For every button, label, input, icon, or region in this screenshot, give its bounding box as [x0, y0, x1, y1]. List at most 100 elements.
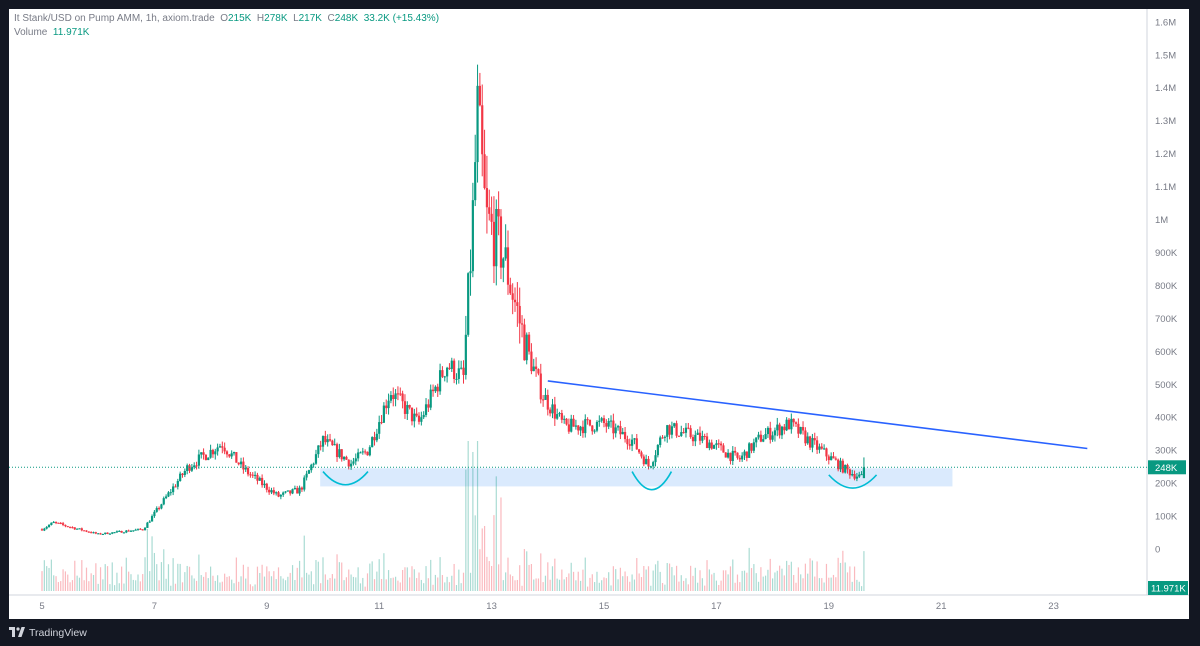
volume-bar: [74, 560, 76, 591]
candle-body: [78, 528, 81, 530]
y-tick-label: 1.2M: [1155, 149, 1176, 160]
y-tick-label: 1.1M: [1155, 182, 1176, 193]
volume-bar: [144, 557, 146, 591]
volume-bar: [113, 585, 116, 591]
volume-bar: [577, 571, 579, 591]
candle-body: [741, 455, 744, 460]
candle-body: [539, 373, 542, 400]
candle-body: [687, 427, 690, 429]
candle-body: [448, 367, 451, 369]
volume-bar: [387, 570, 390, 591]
candle-body: [752, 442, 755, 451]
support-arc[interactable]: [828, 474, 878, 489]
y-tick-label: 100K: [1155, 512, 1178, 523]
volume-bar: [418, 572, 420, 591]
volume-bar: [160, 562, 163, 591]
volume-bar: [355, 577, 357, 591]
candle-body: [90, 532, 93, 534]
candle-body: [338, 449, 341, 458]
volume-bar: [263, 576, 266, 591]
candle-body: [40, 529, 44, 531]
volume-bar: [699, 570, 701, 591]
volume-bar: [774, 572, 776, 591]
legend-symbol[interactable]: It Stank/USD on Pump AMM, 1h, axiom.trad…: [14, 13, 215, 24]
candle-body: [467, 273, 470, 335]
volume-bar: [399, 582, 401, 591]
volume-bar: [69, 582, 71, 591]
volume-bar: [668, 563, 671, 591]
volume-bar: [85, 567, 88, 591]
candle-body: [731, 450, 734, 462]
candle-body: [279, 494, 282, 497]
y-tick-label: 1M: [1155, 215, 1168, 226]
candle-body: [633, 438, 636, 440]
x-tick-label: 9: [264, 601, 269, 612]
volume-bar: [306, 572, 308, 591]
volume-bar: [420, 579, 422, 591]
chart-canvas[interactable]: 0 100K 200K 300K 400K 500K 600K 700K 800K 900K 1M 1…: [9, 9, 1189, 619]
legend-open-value: 215K: [227, 13, 252, 24]
volume-bar: [654, 564, 657, 591]
volume-bar: [198, 554, 200, 591]
volume-bar: [380, 578, 383, 591]
candle-body: [223, 447, 226, 452]
volume-bar: [371, 561, 373, 591]
candle-body: [111, 532, 114, 534]
support-arc[interactable]: [631, 471, 673, 491]
volume-bar: [856, 579, 858, 591]
price-badge-label: 248K: [1155, 463, 1178, 474]
support-arc[interactable]: [322, 471, 369, 486]
volume-bar: [195, 580, 198, 591]
candle-body: [256, 474, 259, 481]
candle-body: [244, 468, 247, 470]
tradingview-brand[interactable]: TradingView: [9, 627, 87, 639]
candle-body: [598, 420, 601, 422]
candle-body: [92, 532, 95, 534]
volume-bar: [277, 567, 280, 591]
volume-bar: [99, 567, 102, 591]
volume-bar: [673, 575, 675, 591]
volume-bar: [111, 562, 113, 591]
legend-h-label: H: [256, 13, 265, 24]
resistance-trendline[interactable]: [547, 380, 1088, 450]
volume-bar: [640, 577, 643, 591]
candle-body: [385, 405, 388, 409]
candle-body: [567, 424, 570, 432]
candle-body: [413, 413, 416, 422]
volume-bar: [158, 580, 160, 591]
volume-bar: [460, 583, 462, 591]
candle-body: [420, 417, 423, 422]
candle-body: [609, 420, 613, 422]
candle-body: [722, 445, 725, 453]
legend-volume-label[interactable]: Volume: [14, 27, 48, 38]
volume-bar: [736, 574, 739, 591]
chart-panel[interactable]: 0 100K 200K 300K 400K 500K 600K 700K 800K 900K 1M 1…: [9, 9, 1189, 619]
candle-body: [708, 442, 711, 449]
volume-bar: [809, 558, 811, 591]
volume-bar: [563, 579, 565, 591]
volume-bar: [671, 567, 673, 591]
volume-bar: [568, 573, 570, 591]
volume-bar: [832, 574, 835, 591]
y-tick-label: 800K: [1155, 281, 1178, 292]
volume-bar: [853, 566, 856, 591]
candle-body: [839, 460, 842, 470]
candle-body: [375, 433, 378, 441]
candle-body: [378, 422, 381, 434]
candle-body: [827, 456, 830, 461]
volume-bar: [432, 584, 434, 591]
volume-bar: [268, 571, 270, 591]
volume-bar: [547, 562, 549, 591]
volume-bar: [165, 578, 167, 591]
volume-bar: [629, 581, 631, 591]
y-tick-label: 1.5M: [1155, 50, 1176, 61]
candle-body: [73, 527, 76, 530]
candle-body: [570, 418, 573, 432]
volume-bar: [191, 575, 193, 591]
candle-body: [460, 367, 463, 369]
volume-bar: [453, 563, 455, 591]
candle-body: [757, 434, 760, 438]
volume-bar: [767, 569, 769, 591]
volume-bar: [512, 576, 514, 591]
volume-bar: [530, 563, 533, 591]
